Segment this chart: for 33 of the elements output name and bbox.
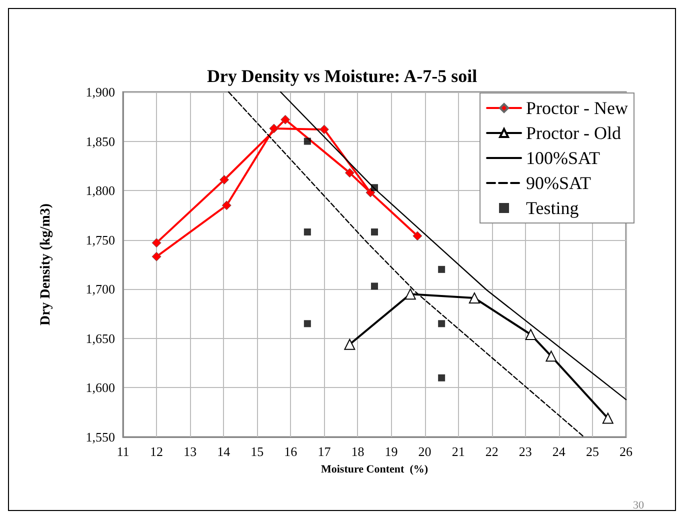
legend-label: Testing (526, 198, 579, 218)
y-tick-label: 1,650 (86, 330, 115, 346)
y-axis-title: Dry Density (kg/m3) (38, 203, 54, 326)
x-tick-label: 15 (250, 444, 264, 459)
y-tick-label: 1,900 (86, 84, 115, 100)
x-axis-title: Moisture Content (%) (320, 464, 428, 476)
x-tick-label: 12 (150, 444, 164, 459)
x-tick-label: 24 (552, 444, 566, 459)
x-tick-label: 19 (384, 444, 398, 459)
legend-label: 100%SAT (526, 148, 600, 168)
y-tick-label: 1,850 (86, 134, 115, 149)
legend-label: Proctor - Old (526, 123, 622, 143)
x-tick-label: 11 (116, 444, 130, 459)
x-tick-label: 14 (217, 444, 231, 459)
text: 30 (633, 500, 644, 512)
y-tick-label: 1,750 (86, 232, 115, 248)
legend-label: 90%SAT (526, 173, 592, 193)
x-tick-label: 22 (485, 444, 498, 459)
y-tick-label: 1,800 (86, 183, 115, 198)
x-tick-label: 20 (418, 444, 432, 459)
y-tick-label: 1,600 (86, 380, 115, 396)
x-tick-label: 26 (620, 444, 633, 459)
y-tick-label: 1,550 (86, 430, 115, 444)
x-tick-label: 16 (284, 444, 298, 459)
x-tick-label: 23 (518, 444, 532, 459)
y-tick-label: 1,700 (86, 282, 115, 297)
chart-title: Dry Density vs Moisture: A-7-5 soil (206, 66, 478, 86)
x-tick-label: 17 (318, 444, 332, 459)
legend-label: Proctor - New (526, 98, 628, 118)
x-tick-label: 21 (452, 444, 465, 459)
x-tick-label: 25 (586, 444, 599, 459)
x-tick-label: 18 (351, 444, 364, 459)
x-tick-label: 13 (184, 444, 197, 459)
